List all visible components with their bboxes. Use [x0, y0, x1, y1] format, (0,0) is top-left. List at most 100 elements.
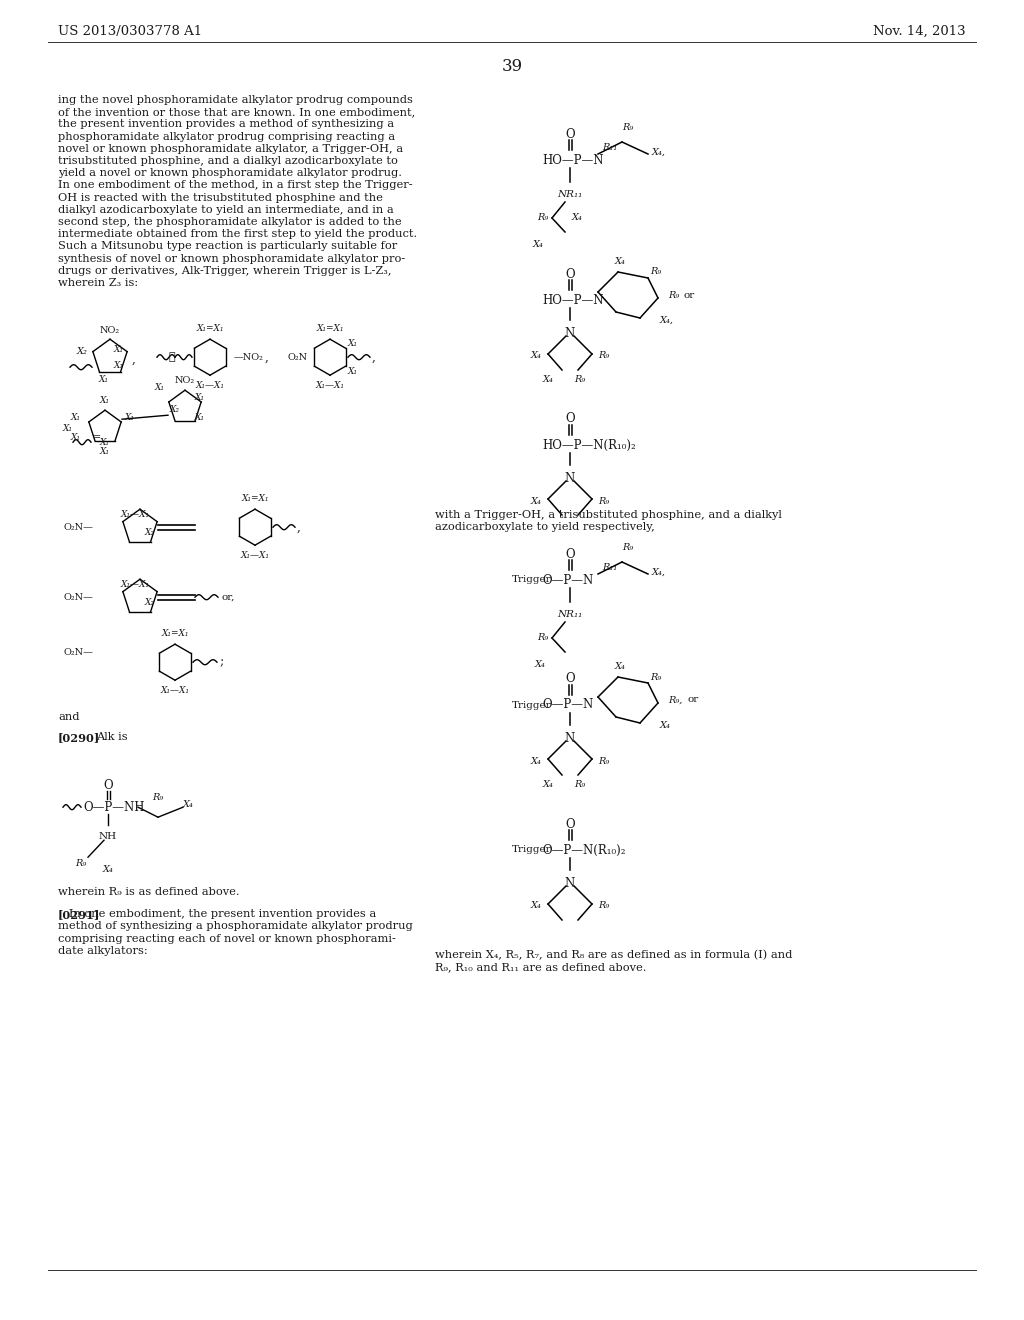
Text: X₁=X₁: X₁=X₁	[316, 325, 344, 333]
Text: trisubstituted phosphine, and a dialkyl azodicarboxylate to: trisubstituted phosphine, and a dialkyl …	[58, 156, 398, 166]
Text: R₉: R₉	[650, 672, 662, 681]
Text: O: O	[565, 412, 574, 425]
Text: wherein X₄, R₅, R₇, and R₈ are as defined as in formula (I) and: wherein X₄, R₅, R₇, and R₈ are as define…	[435, 950, 793, 961]
Text: and: and	[58, 713, 80, 722]
Text: or: or	[688, 696, 699, 705]
Text: OH is reacted with the trisubstituted phosphine and the: OH is reacted with the trisubstituted ph…	[58, 193, 383, 202]
Text: O₂N: O₂N	[288, 352, 308, 362]
Text: X₁—X₁: X₁—X₁	[121, 581, 150, 589]
Text: HO—P—N: HO—P—N	[542, 293, 603, 306]
Text: X₁—X₁: X₁—X₁	[121, 511, 150, 519]
Text: X₂: X₂	[145, 598, 155, 607]
Text: X₁: X₁	[100, 447, 110, 457]
Text: dialkyl azodicarboxylate to yield an intermediate, and in a: dialkyl azodicarboxylate to yield an int…	[58, 205, 394, 215]
Text: ;: ;	[219, 656, 223, 669]
Text: X₁: X₁	[100, 396, 110, 405]
Text: R₉: R₉	[153, 793, 164, 803]
Text: ∿: ∿	[168, 352, 175, 362]
Text: X₂: X₂	[145, 528, 155, 537]
Text: X₁: X₁	[99, 375, 109, 384]
Text: or,: or,	[222, 593, 236, 602]
Text: R₁₁: R₁₁	[602, 144, 617, 153]
Text: X₁: X₁	[195, 393, 205, 401]
Text: ,: ,	[297, 520, 301, 533]
Text: X₁: X₁	[155, 383, 165, 392]
Text: wherein Z₃ is:: wherein Z₃ is:	[58, 279, 138, 288]
Text: the present invention provides a method of synthesizing a: the present invention provides a method …	[58, 119, 394, 129]
Text: O₂N—: O₂N—	[63, 523, 93, 532]
Text: X₄: X₄	[535, 660, 546, 669]
Text: second step, the phosphoramidate alkylator is added to the: second step, the phosphoramidate alkylat…	[58, 216, 401, 227]
Text: R₉: R₉	[598, 902, 609, 911]
Text: Alk is: Alk is	[96, 733, 128, 742]
Text: of the invention or those that are known. In one embodiment,: of the invention or those that are known…	[58, 107, 416, 117]
Text: novel or known phosphoramidate alkylator, a Trigger-OH, a: novel or known phosphoramidate alkylator…	[58, 144, 403, 154]
Text: [0290]: [0290]	[58, 733, 100, 743]
Text: X₄,: X₄,	[652, 148, 666, 157]
Text: Such a Mitsunobu type reaction is particularly suitable for: Such a Mitsunobu type reaction is partic…	[58, 242, 397, 251]
Text: X₁: X₁	[63, 424, 73, 433]
Text: O—P—N: O—P—N	[542, 573, 593, 586]
Text: R₉: R₉	[598, 756, 609, 766]
Text: X₄,: X₄,	[652, 568, 666, 577]
Text: R₉: R₉	[75, 859, 86, 869]
Text: X₁: X₁	[195, 413, 205, 421]
Text: X₄: X₄	[614, 257, 626, 267]
Text: X₄: X₄	[531, 756, 542, 766]
Text: X₄: X₄	[531, 496, 542, 506]
Text: intermediate obtained from the first step to yield the product.: intermediate obtained from the first ste…	[58, 230, 417, 239]
Text: R₉: R₉	[668, 290, 679, 300]
Text: with a Trigger-OH, a trisubstituted phosphine, and a dialkyl: with a Trigger-OH, a trisubstituted phos…	[435, 510, 782, 520]
Text: X₁—X₁: X₁—X₁	[161, 686, 189, 696]
Text: Trigger: Trigger	[512, 576, 552, 585]
Text: X₁: X₁	[125, 413, 135, 421]
Text: X₂: X₂	[77, 347, 88, 355]
Text: R₉: R₉	[623, 543, 634, 552]
Text: X₁=X₁: X₁=X₁	[242, 494, 268, 503]
Text: O: O	[565, 548, 574, 561]
Text: HO—P—N(R₁₀)₂: HO—P—N(R₁₀)₂	[542, 438, 636, 451]
Text: X₁: X₁	[348, 339, 358, 347]
Text: X₂: X₂	[170, 405, 180, 413]
Text: [0291]: [0291]	[58, 909, 100, 920]
Text: ing the novel phosphoramidate alkylator prodrug compounds: ing the novel phosphoramidate alkylator …	[58, 95, 413, 106]
Text: X₁—X₁: X₁—X₁	[241, 552, 269, 560]
Text: R₉: R₉	[598, 496, 609, 506]
Text: NR₁₁: NR₁₁	[557, 190, 583, 199]
Text: X₄: X₄	[531, 351, 542, 360]
Text: Trigger: Trigger	[512, 846, 552, 854]
Text: X₄: X₄	[572, 214, 583, 223]
Text: wherein R₉ is as defined above.: wherein R₉ is as defined above.	[58, 887, 240, 898]
Text: or: or	[683, 290, 694, 300]
Text: method of synthesizing a phosphoramidate alkylator prodrug: method of synthesizing a phosphoramidate…	[58, 921, 413, 932]
Text: O—P—N: O—P—N	[542, 698, 593, 711]
Text: X₁: X₁	[71, 413, 81, 421]
Text: comprising reacting each of novel or known phosphorami-: comprising reacting each of novel or kno…	[58, 933, 396, 944]
Text: X₄: X₄	[543, 780, 553, 789]
Text: O—P—N(R₁₀)₂: O—P—N(R₁₀)₂	[542, 843, 626, 857]
Text: NO₂: NO₂	[175, 376, 195, 385]
Text: O: O	[103, 779, 113, 792]
Text: X₁: X₁	[114, 345, 124, 354]
Text: X₄: X₄	[532, 240, 544, 249]
Text: 39: 39	[502, 58, 522, 75]
Text: azodicarboxylate to yield respectively,: azodicarboxylate to yield respectively,	[435, 523, 654, 532]
Text: X₄: X₄	[543, 375, 553, 384]
Text: yield a novel or known phosphoramidate alkylator prodrug.: yield a novel or known phosphoramidate a…	[58, 168, 402, 178]
Text: phosphoramidate alkylator prodrug comprising reacting a: phosphoramidate alkylator prodrug compri…	[58, 132, 395, 141]
Text: R₉: R₉	[623, 123, 634, 132]
Text: O: O	[565, 672, 574, 685]
Text: ,: ,	[265, 351, 269, 364]
Text: NH: NH	[99, 832, 117, 841]
Text: O₂N—: O₂N—	[63, 648, 93, 657]
Text: R₉, R₁₀ and R₁₁ are as defined above.: R₉, R₁₀ and R₁₁ are as defined above.	[435, 962, 646, 973]
Text: date alkylators:: date alkylators:	[58, 946, 147, 956]
Text: N: N	[565, 473, 575, 484]
Text: X₄: X₄	[102, 865, 114, 874]
Text: X₁—X₁: X₁—X₁	[315, 381, 344, 391]
Text: R₉,: R₉,	[668, 696, 682, 705]
Text: =: =	[93, 433, 101, 442]
Text: X₄: X₄	[531, 902, 542, 911]
Text: O₂N—: O₂N—	[63, 593, 93, 602]
Text: In one embodiment of the method, in a first step the Trigger-: In one embodiment of the method, in a fi…	[58, 181, 413, 190]
